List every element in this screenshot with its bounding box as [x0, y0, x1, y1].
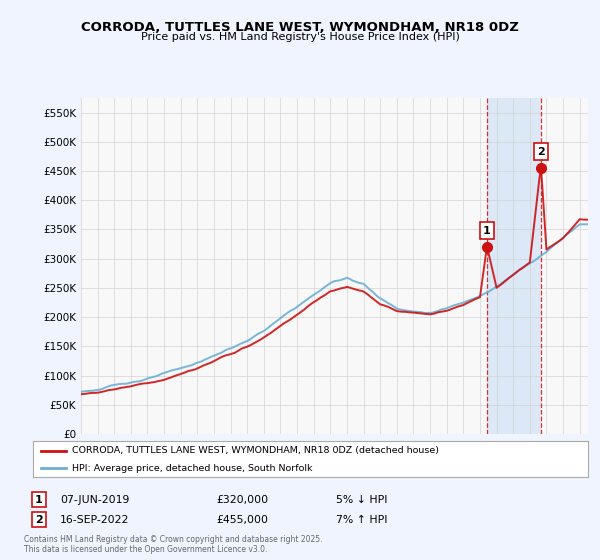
Text: 16-SEP-2022: 16-SEP-2022 [60, 515, 130, 525]
Text: 5% ↓ HPI: 5% ↓ HPI [336, 494, 388, 505]
Bar [487, 98, 541, 434]
Text: 2: 2 [35, 515, 43, 525]
Text: 7% ↑ HPI: 7% ↑ HPI [336, 515, 388, 525]
Text: Contains HM Land Registry data © Crown copyright and database right 2025.
This d: Contains HM Land Registry data © Crown c… [24, 535, 323, 554]
Text: £320,000: £320,000 [216, 494, 268, 505]
Text: CORRODA, TUTTLES LANE WEST, WYMONDHAM, NR18 0DZ (detached house): CORRODA, TUTTLES LANE WEST, WYMONDHAM, N… [72, 446, 439, 455]
Text: CORRODA, TUTTLES LANE WEST, WYMONDHAM, NR18 0DZ: CORRODA, TUTTLES LANE WEST, WYMONDHAM, N… [81, 21, 519, 34]
Text: 1: 1 [483, 226, 491, 236]
Text: 2: 2 [537, 147, 545, 157]
Text: 07-JUN-2019: 07-JUN-2019 [60, 494, 130, 505]
Text: 1: 1 [35, 494, 43, 505]
Text: £455,000: £455,000 [216, 515, 268, 525]
Text: HPI: Average price, detached house, South Norfolk: HPI: Average price, detached house, Sout… [72, 464, 313, 473]
Text: Price paid vs. HM Land Registry's House Price Index (HPI): Price paid vs. HM Land Registry's House … [140, 32, 460, 43]
